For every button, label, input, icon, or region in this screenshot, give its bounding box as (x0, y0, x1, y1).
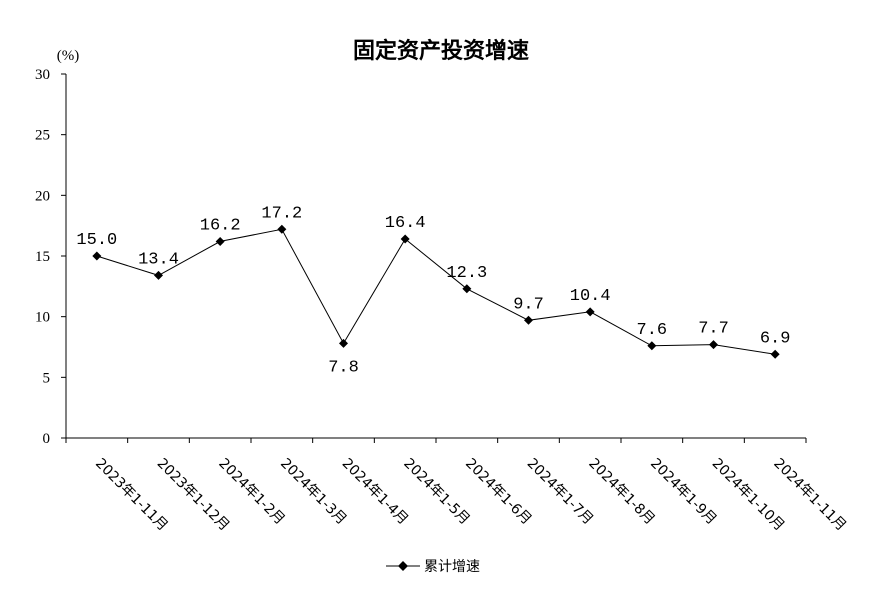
legend-marker (398, 561, 408, 571)
data-point-marker (339, 338, 348, 348)
data-point-marker (400, 234, 410, 244)
y-tick-label: 10 (35, 310, 50, 326)
y-tick-label: 0 (43, 431, 51, 447)
data-point-marker (462, 284, 472, 294)
data-label: 15.0 (76, 231, 117, 250)
y-tick-label: 20 (35, 188, 50, 204)
data-point-marker (524, 315, 533, 325)
data-label: 12.3 (446, 264, 487, 283)
legend: 累计增速 (386, 559, 480, 575)
series-line (96, 228, 776, 355)
data-point-marker (215, 236, 225, 246)
data-label: 7.7 (698, 320, 729, 339)
markers-group (92, 224, 780, 359)
y-tick-label: 15 (35, 249, 50, 265)
y-tick-label: 25 (35, 128, 50, 144)
data-point-marker (647, 341, 657, 351)
y-axis-unit: (%) (57, 48, 80, 64)
data-label: 9.7 (513, 295, 544, 314)
data-labels-group: 15.0 13.4 16.2 17.2 7.8 16.4 12.3 9.7 10.4 7.6 7.7… (76, 204, 790, 377)
data-label: 17.2 (261, 204, 302, 223)
y-tick-label: 5 (43, 370, 51, 386)
series-line-group (96, 228, 776, 355)
data-label: 7.8 (328, 358, 359, 377)
data-point-marker (154, 270, 163, 280)
data-label: 13.4 (138, 250, 179, 269)
data-label: 7.6 (637, 321, 668, 340)
data-label: 16.4 (385, 214, 426, 233)
data-point-marker (277, 224, 287, 234)
axes: 0 5 10 15 20 25 30 (35, 67, 807, 447)
data-point-marker (770, 349, 780, 359)
data-label: 6.9 (760, 329, 791, 348)
data-point-marker (585, 307, 595, 317)
data-point-marker (92, 251, 102, 261)
data-label: 10.4 (570, 287, 611, 306)
y-tick-label: 30 (35, 67, 50, 83)
data-label: 16.2 (200, 216, 241, 235)
data-point-marker (709, 340, 718, 350)
chart-title: 固定资产投资增速 (353, 38, 529, 64)
x-tick-labels-group: 2023年1-11月2023年1-12月2024年1-2月2024年1-3月20… (92, 456, 849, 535)
legend-label: 累计增速 (424, 559, 480, 575)
